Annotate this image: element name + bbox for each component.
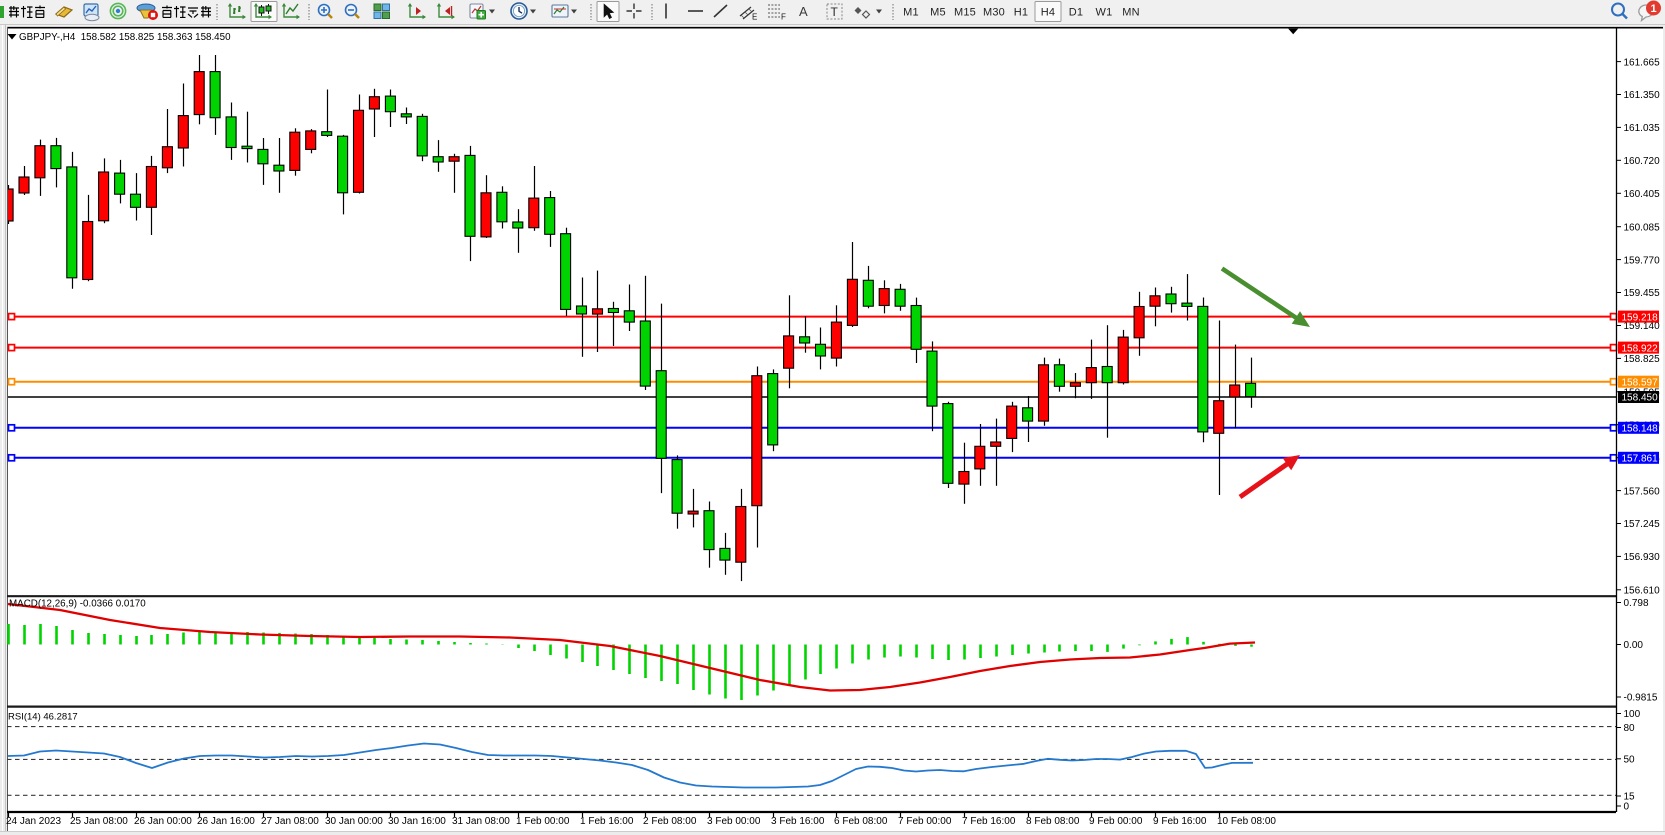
svg-text:158.597: 158.597 xyxy=(1622,377,1659,388)
svg-text:7 Feb 16:00: 7 Feb 16:00 xyxy=(962,816,1016,827)
svg-text:6 Feb 08:00: 6 Feb 08:00 xyxy=(834,816,888,827)
svg-text:M1: M1 xyxy=(903,7,919,19)
svg-text:M30: M30 xyxy=(983,7,1005,19)
svg-text:9 Feb 16:00: 9 Feb 16:00 xyxy=(1153,816,1207,827)
svg-text:30 Jan 16:00: 30 Jan 16:00 xyxy=(388,816,446,827)
svg-text:156.930: 156.930 xyxy=(1624,552,1661,563)
svg-text:157.560: 157.560 xyxy=(1624,486,1661,497)
svg-text:3 Feb 16:00: 3 Feb 16:00 xyxy=(771,816,825,827)
svg-text:26 Jan 00:00: 26 Jan 00:00 xyxy=(134,816,192,827)
svg-text:1 Feb 00:00: 1 Feb 00:00 xyxy=(516,816,570,827)
svg-text:158.450: 158.450 xyxy=(1622,393,1659,404)
svg-text:9 Feb 00:00: 9 Feb 00:00 xyxy=(1089,816,1143,827)
svg-text:160.085: 160.085 xyxy=(1624,222,1661,233)
svg-text:27 Jan 08:00: 27 Jan 08:00 xyxy=(261,816,319,827)
svg-text:M15: M15 xyxy=(954,7,976,19)
svg-text:0.00: 0.00 xyxy=(1624,640,1644,651)
svg-text:24 Jan 2023: 24 Jan 2023 xyxy=(6,816,61,827)
svg-text:160.720: 160.720 xyxy=(1624,156,1661,167)
svg-text:2 Feb 08:00: 2 Feb 08:00 xyxy=(643,816,697,827)
svg-text:50: 50 xyxy=(1624,755,1636,766)
svg-text:MN: MN xyxy=(1122,7,1140,19)
svg-text:100: 100 xyxy=(1624,709,1641,720)
svg-text:-0.9815: -0.9815 xyxy=(1624,693,1658,704)
svg-text:160.405: 160.405 xyxy=(1624,189,1661,200)
svg-text:M5: M5 xyxy=(930,7,946,19)
svg-text:W1: W1 xyxy=(1096,7,1113,19)
svg-text:E: E xyxy=(752,13,757,22)
svg-text:161.350: 161.350 xyxy=(1624,90,1661,101)
svg-text:3 Feb 00:00: 3 Feb 00:00 xyxy=(707,816,761,827)
svg-text:159.140: 159.140 xyxy=(1624,321,1661,332)
svg-text:H4: H4 xyxy=(1041,7,1055,19)
svg-text:8 Feb 08:00: 8 Feb 08:00 xyxy=(1026,816,1080,827)
svg-text:161.665: 161.665 xyxy=(1624,57,1661,68)
svg-text:31 Jan 08:00: 31 Jan 08:00 xyxy=(452,816,510,827)
svg-text:157.861: 157.861 xyxy=(1622,454,1659,465)
svg-text:1: 1 xyxy=(1650,3,1656,15)
svg-text:159.770: 159.770 xyxy=(1624,255,1661,266)
svg-text:157.245: 157.245 xyxy=(1624,519,1661,530)
svg-text:159.455: 159.455 xyxy=(1624,288,1661,299)
svg-text:F: F xyxy=(781,13,786,22)
svg-text:158.148: 158.148 xyxy=(1622,424,1659,435)
svg-text:26 Jan 16:00: 26 Jan 16:00 xyxy=(197,816,255,827)
svg-text:158.825: 158.825 xyxy=(1624,354,1661,365)
svg-text:159.218: 159.218 xyxy=(1622,312,1659,323)
svg-text:10 Feb 08:00: 10 Feb 08:00 xyxy=(1217,816,1276,827)
svg-text:0.798: 0.798 xyxy=(1624,598,1649,609)
svg-text:RSI(14) 46.2817: RSI(14) 46.2817 xyxy=(8,712,78,723)
svg-text:156.610: 156.610 xyxy=(1624,586,1661,597)
svg-text:GBPJPY-,H4 158.582 158.825 15: GBPJPY-,H4 158.582 158.825 158.363 158.4… xyxy=(19,32,231,43)
svg-text:1 Feb 16:00: 1 Feb 16:00 xyxy=(580,816,634,827)
svg-text:7 Feb 00:00: 7 Feb 00:00 xyxy=(898,816,952,827)
svg-text:T: T xyxy=(831,5,839,19)
svg-text:MACD(12,26,9) -0.0366 0.0170: MACD(12,26,9) -0.0366 0.0170 xyxy=(9,599,146,610)
svg-text:A: A xyxy=(799,4,808,19)
svg-text:158.922: 158.922 xyxy=(1622,343,1659,354)
svg-text:161.035: 161.035 xyxy=(1624,123,1661,134)
svg-text:H1: H1 xyxy=(1014,7,1028,19)
svg-text:0: 0 xyxy=(1624,802,1630,813)
svg-text:15: 15 xyxy=(1624,792,1636,803)
svg-text:80: 80 xyxy=(1624,723,1636,734)
svg-text:D1: D1 xyxy=(1069,7,1083,19)
svg-text:30 Jan 00:00: 30 Jan 00:00 xyxy=(325,816,383,827)
svg-text:25 Jan 08:00: 25 Jan 08:00 xyxy=(70,816,128,827)
